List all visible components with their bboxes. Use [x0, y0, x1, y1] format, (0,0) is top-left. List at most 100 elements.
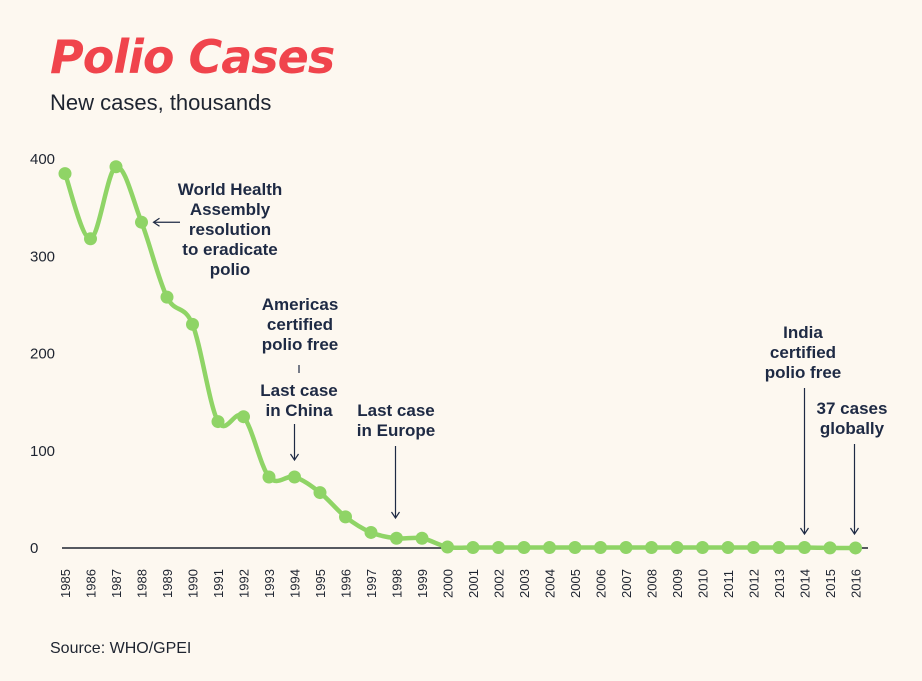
data-point: [441, 540, 454, 554]
x-tick-label: 1985: [58, 569, 73, 598]
x-tick-label: 1994: [288, 569, 303, 598]
data-point: [262, 470, 276, 484]
arrow-head: [152, 217, 160, 227]
x-tick-label: 2001: [466, 569, 481, 598]
data-point: [415, 531, 429, 545]
data-point: [84, 232, 97, 246]
x-tick-label: 2004: [543, 569, 558, 598]
x-tick-label: 2008: [645, 569, 660, 598]
data-point: [670, 541, 684, 555]
data-point: [237, 410, 250, 424]
data-point: [568, 541, 582, 555]
data-point: [186, 317, 199, 331]
x-tick-label: 1990: [186, 569, 201, 598]
data-point: [109, 160, 123, 174]
data-point: [135, 215, 148, 229]
annotation-text: Last case: [357, 401, 435, 420]
annotation-text: resolution: [189, 220, 271, 239]
data-point: [160, 290, 174, 304]
x-tick-label: 2006: [594, 569, 609, 598]
annotation-text: polio free: [765, 363, 842, 382]
data-point: [823, 541, 837, 555]
data-point: [58, 167, 72, 181]
x-tick-label: 1988: [135, 569, 150, 598]
arrow-head: [800, 527, 809, 536]
annotation-text: certified: [267, 315, 333, 334]
data-point: [288, 470, 301, 484]
annotation-text: globally: [820, 419, 885, 438]
data-point: [645, 541, 658, 555]
annotation-text: Americas: [262, 295, 339, 314]
annotation-text: India: [783, 323, 823, 342]
y-tick-label: 400: [30, 151, 55, 168]
annotation-text: polio: [210, 260, 251, 279]
x-tick-label: 1996: [339, 569, 354, 598]
y-tick-label: 200: [30, 346, 55, 363]
x-tick-label: 2016: [849, 569, 864, 598]
annotation-text: polio free: [262, 335, 339, 354]
arrow-head: [391, 511, 400, 520]
source-note: Source: WHO/GPEI: [50, 640, 192, 657]
annotation-text: Last case: [260, 381, 338, 400]
data-point: [466, 541, 480, 555]
x-tick-label: 1986: [84, 569, 99, 598]
x-tick-label: 2000: [441, 569, 456, 598]
x-tick-label: 2010: [696, 569, 711, 598]
y-axis: 0 100 200 300 400: [30, 151, 55, 557]
data-point: [772, 541, 786, 555]
data-point: [339, 510, 352, 524]
annotation-text: in China: [265, 401, 333, 420]
arrow-head: [850, 527, 859, 536]
data-point: [619, 541, 633, 555]
chart-title: Polio Cases: [50, 30, 335, 84]
annotation-text: in Europe: [357, 421, 435, 440]
annotation-text: certified: [770, 343, 836, 362]
x-tick-label: 2012: [747, 569, 762, 598]
x-tick-label: 2005: [568, 569, 583, 598]
x-tick-label: 1998: [390, 569, 405, 598]
x-tick-label: 1987: [109, 569, 124, 598]
annotation-text: to eradicate: [182, 240, 277, 259]
annotation-text: World Health: [178, 180, 283, 199]
data-point: [721, 541, 735, 555]
data-point: [849, 541, 862, 555]
x-tick-label: 2015: [823, 569, 838, 598]
x-tick-label: 1992: [237, 569, 252, 598]
x-tick-label: 2002: [492, 569, 507, 598]
series-line: [62, 164, 856, 551]
data-point: [594, 541, 607, 555]
x-tick-label: 1997: [364, 569, 379, 598]
x-tick-label: 2014: [798, 569, 813, 598]
y-tick-label: 0: [30, 540, 38, 557]
x-tick-label: 1993: [262, 569, 277, 598]
arrow-head: [290, 453, 299, 462]
annotation-text: Assembly: [190, 200, 271, 219]
data-point: [696, 541, 709, 555]
x-axis: 1985 1986 1987 1988 1989 1990 1991 1992 1993 1994…: [58, 547, 868, 598]
data-point: [543, 541, 556, 555]
chart-subtitle: New cases, thousands: [50, 90, 272, 115]
x-tick-label: 2007: [619, 569, 634, 598]
x-tick-label: 2013: [772, 569, 787, 598]
series-polio-cases: [58, 160, 862, 555]
x-tick-label: 1991: [211, 569, 226, 598]
y-tick-label: 300: [30, 248, 55, 265]
data-point: [313, 486, 327, 500]
data-point: [747, 541, 760, 555]
annotation-text: 37 cases: [817, 399, 888, 418]
data-point: [390, 531, 403, 545]
data-point: [517, 541, 531, 555]
x-tick-label: 1995: [313, 569, 328, 598]
data-point: [492, 541, 505, 555]
x-tick-label: 2009: [670, 569, 685, 598]
x-tick-label: 1989: [160, 569, 175, 598]
data-point: [798, 541, 811, 555]
